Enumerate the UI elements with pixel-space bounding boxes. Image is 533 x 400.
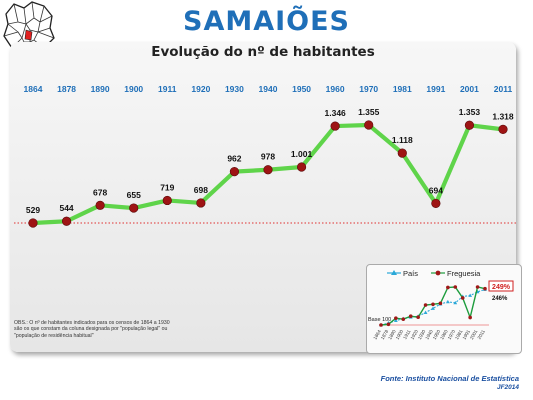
data-label: 978: [261, 152, 275, 162]
data-label: 1.318: [492, 111, 514, 121]
inset-x-tick-label: 1930: [417, 329, 427, 341]
data-point: [397, 148, 407, 158]
data-point: [196, 198, 206, 208]
inset-x-tick-label: 2001: [469, 329, 479, 341]
data-label: 719: [160, 182, 174, 192]
data-point: [95, 200, 105, 210]
data-label: 1.353: [459, 107, 481, 117]
inset-x-tick-label: 1864: [372, 329, 382, 341]
inset-pais-point: [431, 306, 435, 310]
chart-title: Evolução do nº de habitantes: [151, 44, 375, 60]
data-point: [364, 120, 374, 130]
x-tick-label: 2011: [494, 84, 513, 94]
inset-x-tick-label: 1920: [410, 329, 420, 341]
data-label: 1.355: [358, 107, 380, 117]
inset-freguesia-point: [468, 315, 472, 320]
inset-pais-line: [380, 288, 486, 326]
inset-base-label: Base 100: [368, 317, 391, 323]
inset-chart-panel: País Freguesia Base 100 249% 246% 1864 1878 189…: [366, 264, 522, 354]
inset-x-tick-label: 1878: [380, 329, 390, 341]
legend-freguesia-label: Freguesia: [447, 269, 481, 278]
inset-freguesia-point: [483, 286, 487, 291]
x-tick-label: 1930: [225, 84, 244, 94]
inset-freguesia-point: [438, 301, 443, 306]
inset-freguesia-point: [423, 303, 428, 307]
inset-freguesia-end-label: 249%: [492, 284, 511, 291]
inset-x-tick-label: 1970: [447, 329, 457, 341]
inset-freguesia-point: [453, 285, 458, 289]
legend-freguesia-marker: [435, 270, 441, 276]
inset-pais-point: [423, 310, 428, 314]
inset-freguesia-point: [394, 316, 398, 320]
x-tick-label: 1900: [124, 84, 143, 94]
data-point: [28, 218, 38, 228]
data-label: 678: [93, 187, 107, 197]
legend-pais-marker: [391, 270, 397, 275]
inset-freguesia-point: [379, 323, 383, 327]
x-tick-label: 1864: [24, 84, 43, 94]
data-point: [229, 167, 240, 177]
inset-x-tick-label: 1981: [454, 329, 464, 341]
inset-x-tick-label: 1890: [387, 329, 397, 341]
data-point: [330, 121, 340, 131]
data-label: 1.001: [291, 149, 313, 159]
inset-freguesia-point: [408, 314, 413, 319]
data-label: 962: [227, 154, 241, 164]
inset-index-chart: País Freguesia Base 100 249% 246% 18641878189…: [368, 269, 514, 341]
data-point: [61, 216, 72, 226]
inset-x-tick-label: 1991: [462, 329, 472, 341]
inset-pais-point: [453, 300, 458, 305]
x-tick-label: 1970: [359, 84, 378, 94]
inset-pais-end-label: 246%: [492, 296, 508, 302]
author-credit: JF2014: [496, 384, 519, 391]
x-tick-label: 1940: [259, 84, 278, 94]
data-label: 694: [429, 185, 443, 195]
data-label: 655: [127, 190, 141, 200]
x-tick-label: 1981: [393, 84, 412, 94]
inset-end-label-box: [488, 280, 514, 292]
inset-x-tick-label: 1911: [402, 329, 411, 340]
legend-pais-label: País: [403, 269, 418, 278]
x-tick-label: 2001: [460, 84, 479, 94]
inset-freguesia-point: [475, 285, 480, 289]
x-tick-label: 1991: [426, 84, 445, 94]
inset-freguesia-point: [446, 285, 450, 290]
inset-x-tick-label: 1940: [424, 329, 434, 341]
inset-x-tick-label: 1960: [439, 329, 449, 341]
inset-pais-point: [468, 293, 473, 297]
x-tick-label: 1890: [91, 84, 110, 94]
source-credit: Fonte: Instituto Nacional de Estatística: [380, 374, 519, 383]
inset-x-tick-label: 1950: [432, 329, 442, 341]
data-point: [162, 195, 172, 206]
observation-note: OBS.: O nº de habitantes indicados para …: [14, 320, 170, 339]
inset-freguesia-point: [401, 317, 406, 321]
data-point: [296, 162, 307, 172]
data-point: [498, 124, 508, 134]
x-tick-label: 1911: [158, 84, 177, 94]
x-tick-label: 1920: [191, 84, 210, 94]
x-tick-label: 1878: [57, 84, 76, 94]
data-point: [263, 165, 273, 175]
inset-pais-point: [445, 299, 450, 304]
data-label: 1.346: [325, 108, 347, 118]
data-label: 529: [26, 205, 40, 215]
x-tick-label: 1960: [326, 84, 345, 94]
data-label: 544: [59, 203, 73, 213]
inset-freguesia-point: [386, 322, 391, 327]
data-point: [431, 198, 441, 209]
data-label: 1.118: [392, 135, 413, 145]
inset-freguesia-point: [460, 296, 465, 300]
data-point: [464, 120, 475, 130]
inset-freguesia-point: [416, 315, 420, 320]
data-label: 698: [194, 185, 208, 195]
x-tick-label: 1950: [292, 84, 311, 94]
inset-freguesia-point: [431, 302, 435, 307]
inset-pais-point: [393, 318, 398, 323]
inset-x-tick-label: 1900: [395, 329, 405, 341]
inset-x-tick-label: 2011: [477, 329, 486, 340]
place-title: SAMAIÕES: [183, 6, 350, 37]
data-point: [129, 203, 139, 213]
